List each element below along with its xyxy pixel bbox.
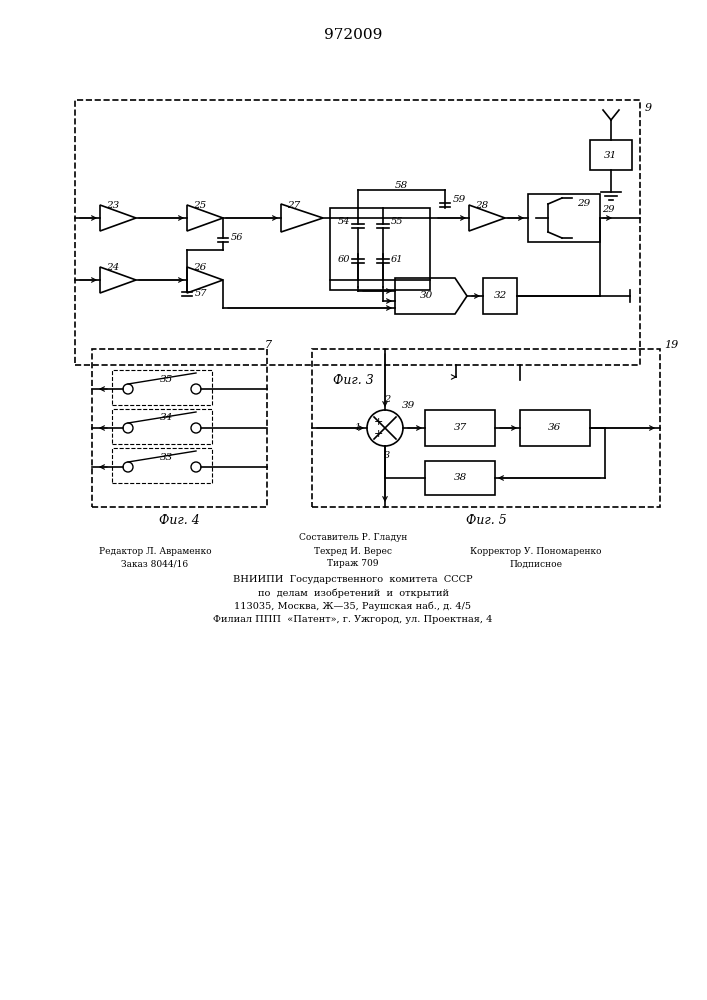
Text: Подписное: Подписное — [510, 560, 563, 568]
Text: 38: 38 — [453, 474, 467, 483]
Bar — [330, 208, 430, 290]
Text: 19: 19 — [664, 340, 678, 350]
Text: 37: 37 — [453, 424, 467, 432]
Text: Редактор Л. Авраменко: Редактор Л. Авраменко — [99, 546, 211, 556]
Bar — [92, 349, 267, 507]
Text: 28: 28 — [475, 202, 489, 211]
Text: 1: 1 — [354, 424, 360, 432]
Text: Корректор У. Пономаренко: Корректор У. Пономаренко — [470, 546, 602, 556]
Text: 54: 54 — [337, 218, 350, 227]
Text: +: + — [373, 429, 382, 439]
Text: ВНИИПИ  Государственного  комитета  СССР: ВНИИПИ Государственного комитета СССР — [233, 576, 473, 584]
Bar — [590, 140, 632, 170]
Text: 29: 29 — [602, 206, 614, 215]
Text: +: + — [373, 417, 382, 427]
Bar — [483, 278, 517, 314]
Text: 27: 27 — [287, 200, 300, 210]
Text: 34: 34 — [160, 414, 174, 422]
Text: Составитель Р. Гладун: Составитель Р. Гладун — [299, 534, 407, 542]
Text: Фиг. 4: Фиг. 4 — [159, 514, 200, 528]
Bar — [425, 410, 495, 446]
Text: 29: 29 — [578, 200, 590, 209]
Bar — [528, 194, 600, 242]
Text: 60: 60 — [337, 254, 350, 263]
Text: 30: 30 — [419, 292, 433, 300]
Text: Техред И. Верес: Техред И. Верес — [314, 546, 392, 556]
Text: Фиг. 3: Фиг. 3 — [332, 373, 373, 386]
Text: 7: 7 — [265, 340, 272, 350]
Text: 2: 2 — [384, 395, 390, 404]
Bar — [520, 410, 590, 446]
Text: 3: 3 — [384, 452, 390, 460]
Text: 35: 35 — [160, 374, 174, 383]
Text: Фиг. 5: Фиг. 5 — [466, 514, 506, 528]
Bar — [112, 448, 212, 483]
Bar — [112, 409, 212, 444]
Bar — [312, 349, 660, 507]
Text: 61: 61 — [391, 254, 404, 263]
Text: 33: 33 — [160, 452, 174, 462]
Bar — [425, 461, 495, 495]
Text: 39: 39 — [402, 400, 414, 410]
Text: 9: 9 — [645, 103, 652, 113]
Text: 113035, Москва, Ж—35, Раушская наб., д. 4/5: 113035, Москва, Ж—35, Раушская наб., д. … — [235, 601, 472, 611]
Text: 24: 24 — [106, 263, 119, 272]
Text: 31: 31 — [604, 150, 618, 159]
Bar — [75, 100, 640, 365]
Text: 58: 58 — [395, 182, 408, 190]
Text: Тираж 709: Тираж 709 — [327, 560, 379, 568]
Text: 26: 26 — [194, 263, 206, 272]
Bar — [112, 370, 212, 405]
Text: 57: 57 — [195, 290, 207, 298]
Text: 55: 55 — [391, 218, 404, 227]
Text: 972009: 972009 — [324, 28, 382, 42]
Text: 32: 32 — [493, 292, 507, 300]
Text: 36: 36 — [549, 424, 561, 432]
Text: 25: 25 — [194, 202, 206, 211]
Text: 59: 59 — [453, 196, 466, 205]
Text: Заказ 8044/16: Заказ 8044/16 — [122, 560, 189, 568]
Text: по  делам  изобретений  и  открытий: по делам изобретений и открытий — [257, 588, 448, 598]
Text: 23: 23 — [106, 202, 119, 211]
Text: 56: 56 — [231, 233, 243, 242]
Text: Филиал ППП  «Патент», г. Ужгород, ул. Проектная, 4: Филиал ППП «Патент», г. Ужгород, ул. Про… — [214, 614, 493, 624]
